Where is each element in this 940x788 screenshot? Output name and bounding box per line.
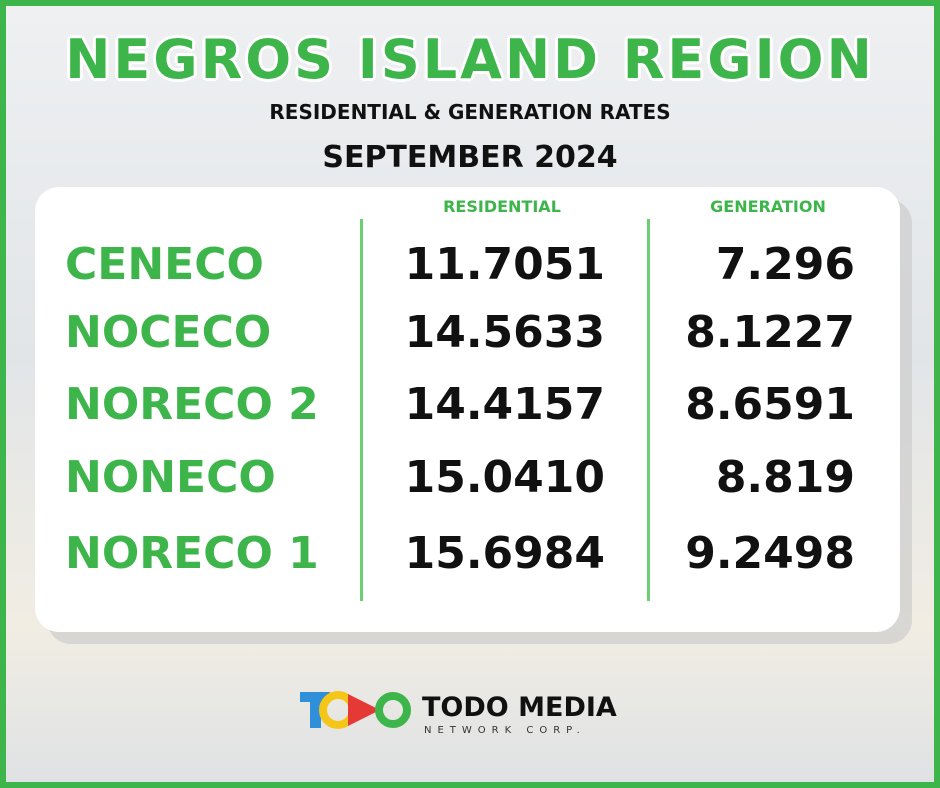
column-header: RESIDENTIAL	[443, 197, 561, 216]
generation-rate: 8.819	[715, 452, 855, 503]
rates-card: RESIDENTIAL GENERATION CENECO 11.7051 7.29…	[35, 187, 900, 632]
row-name: NORECO 1	[65, 528, 319, 579]
divider	[360, 219, 363, 601]
period: SEPTEMBER 2024	[322, 140, 618, 175]
generation-rate: 8.6591	[685, 379, 855, 430]
title: NEGROS ISLAND REGION	[65, 28, 875, 91]
generation-rate: 9.2498	[685, 528, 855, 579]
logo-icon	[300, 691, 411, 729]
row-name: CENECO	[65, 239, 264, 290]
column-header: GENERATION	[710, 197, 826, 216]
residential-rate: 14.5633	[404, 307, 605, 358]
generation-rate: 7.296	[715, 239, 855, 290]
generation-rate: 8.1227	[685, 307, 855, 358]
residential-rate: 14.4157	[404, 379, 605, 430]
brand: TODO MEDIA	[422, 692, 617, 723]
tagline: NETWORK CORP.	[424, 725, 586, 736]
residential-rate: 15.6984	[404, 528, 605, 579]
row-name: NONECO	[65, 452, 276, 503]
row-name: NOCECO	[65, 307, 272, 358]
residential-rate: 15.0410	[404, 452, 605, 503]
row-name: NORECO 2	[65, 379, 319, 430]
subtitle: RESIDENTIAL & GENERATION RATES	[269, 100, 671, 124]
residential-rate: 11.7051	[404, 239, 605, 290]
divider	[647, 219, 650, 601]
